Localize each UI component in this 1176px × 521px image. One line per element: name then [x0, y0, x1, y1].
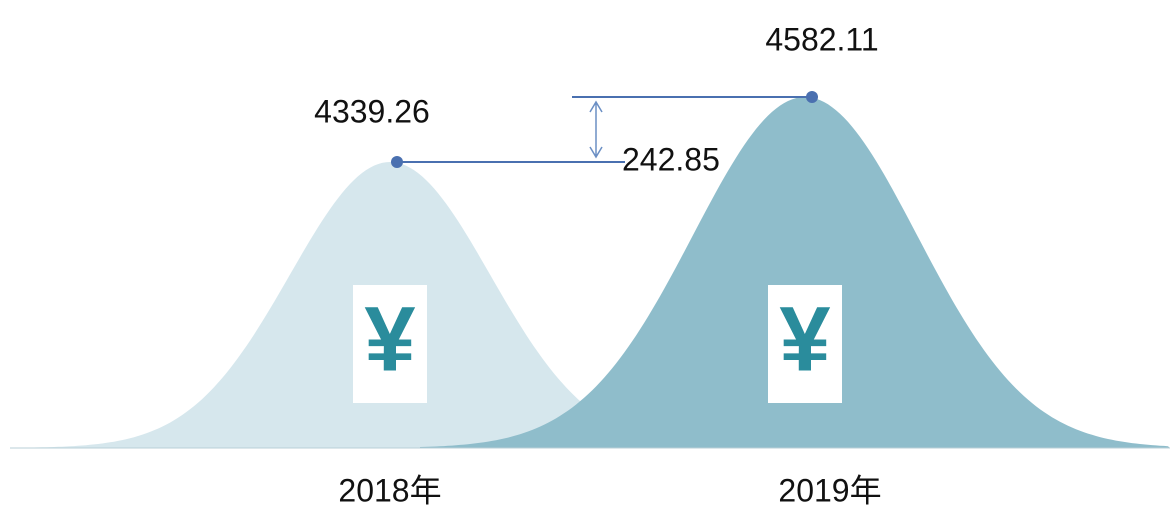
currency-icon: ¥ — [779, 288, 830, 390]
difference-label: 242.85 — [622, 141, 720, 177]
currency-icon: ¥ — [364, 288, 415, 390]
difference-arrow — [590, 102, 602, 157]
category-label: 2019年 — [778, 472, 881, 508]
value-label: 4339.26 — [314, 93, 430, 129]
peak-dot — [391, 156, 403, 168]
chart: ¥2018年 ¥2019年 4339.26 4582.11 242.85 — [0, 0, 1176, 521]
category-label: 2018年 — [338, 472, 441, 508]
value-label: 4582.11 — [765, 21, 878, 57]
peak-dot — [806, 91, 818, 103]
